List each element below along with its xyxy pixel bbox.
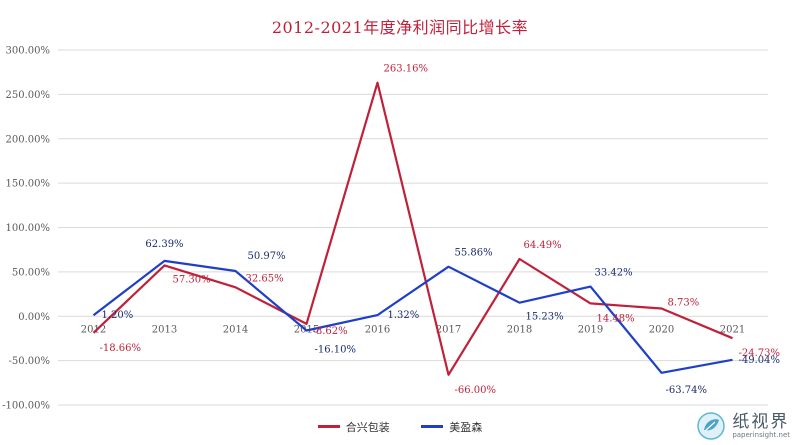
watermark-name: 纸视界 xyxy=(732,412,790,432)
y-tick-label: 150.00% xyxy=(6,179,51,190)
x-tick-label: 2017 xyxy=(436,324,461,335)
data-label-series-1: -24.73% xyxy=(739,348,781,359)
x-tick-label: 2013 xyxy=(152,324,177,335)
series-line-1 xyxy=(92,81,733,376)
legend: 合兴包装 美盈森 xyxy=(0,418,800,435)
legend-item-series-2: 美盈森 xyxy=(421,419,482,435)
data-label-series-1: -18.66% xyxy=(100,343,142,354)
data-label-series-1: 263.16% xyxy=(384,64,429,75)
chart-title: 2012-2021年度净利润同比增长率 xyxy=(271,18,529,37)
legend-label-series-1: 合兴包装 xyxy=(345,420,390,434)
data-label-series-1: -66.00% xyxy=(455,385,497,396)
x-tick-label: 2012 xyxy=(81,324,106,335)
data-label-series-1: 8.73% xyxy=(668,298,700,309)
data-label-series-2: -63.74% xyxy=(666,385,708,396)
y-tick-label: -50.00% xyxy=(8,356,50,367)
legend-swatch-series-1 xyxy=(317,425,340,428)
data-label-series-1: 32.65% xyxy=(246,273,284,284)
data-label-series-2: -49.04% xyxy=(739,355,781,366)
x-tick-label: 2016 xyxy=(365,324,390,335)
y-tick-label: 250.00% xyxy=(6,90,51,101)
data-label-series-1: 64.49% xyxy=(524,240,562,251)
series-line-2 xyxy=(92,259,733,374)
data-label-series-1: -8.62% xyxy=(313,326,348,337)
x-tick-label: 2014 xyxy=(223,324,248,335)
data-label-series-1: 14.48% xyxy=(597,313,635,324)
legend-label-series-2: 美盈森 xyxy=(449,420,483,434)
data-label-series-2: 62.39% xyxy=(145,239,183,250)
data-label-series-1: 57.30% xyxy=(173,274,211,285)
watermark-url: paperinsight.net xyxy=(732,431,790,439)
y-tick-label: 0.00% xyxy=(18,312,50,323)
x-tick-label: 2021 xyxy=(720,324,745,335)
data-label-series-2: 50.97% xyxy=(248,251,286,262)
data-label-series-2: 55.86% xyxy=(455,248,493,259)
data-label-series-2: 33.42% xyxy=(595,268,633,279)
y-tick-label: 300.00% xyxy=(6,46,51,57)
y-tick-label: 200.00% xyxy=(6,134,51,145)
data-label-series-2: 1.20% xyxy=(102,310,134,321)
data-label-series-2: -16.10% xyxy=(315,345,357,356)
paper-leaf-logo-icon xyxy=(697,412,726,440)
legend-swatch-series-2 xyxy=(421,425,444,428)
x-tick-label: 2019 xyxy=(578,324,603,335)
y-tick-label: 50.00% xyxy=(12,267,50,278)
data-label-series-2: 1.32% xyxy=(388,310,420,321)
x-tick-label: 2020 xyxy=(649,324,674,335)
watermark: 纸视界 paperinsight.net xyxy=(696,411,790,441)
data-label-series-2: 15.23% xyxy=(526,312,564,323)
legend-item-series-1: 合兴包装 xyxy=(317,419,390,435)
y-tick-label: -100.00% xyxy=(2,401,50,412)
y-tick-label: 100.00% xyxy=(6,223,51,234)
x-tick-label: 2018 xyxy=(507,324,532,335)
